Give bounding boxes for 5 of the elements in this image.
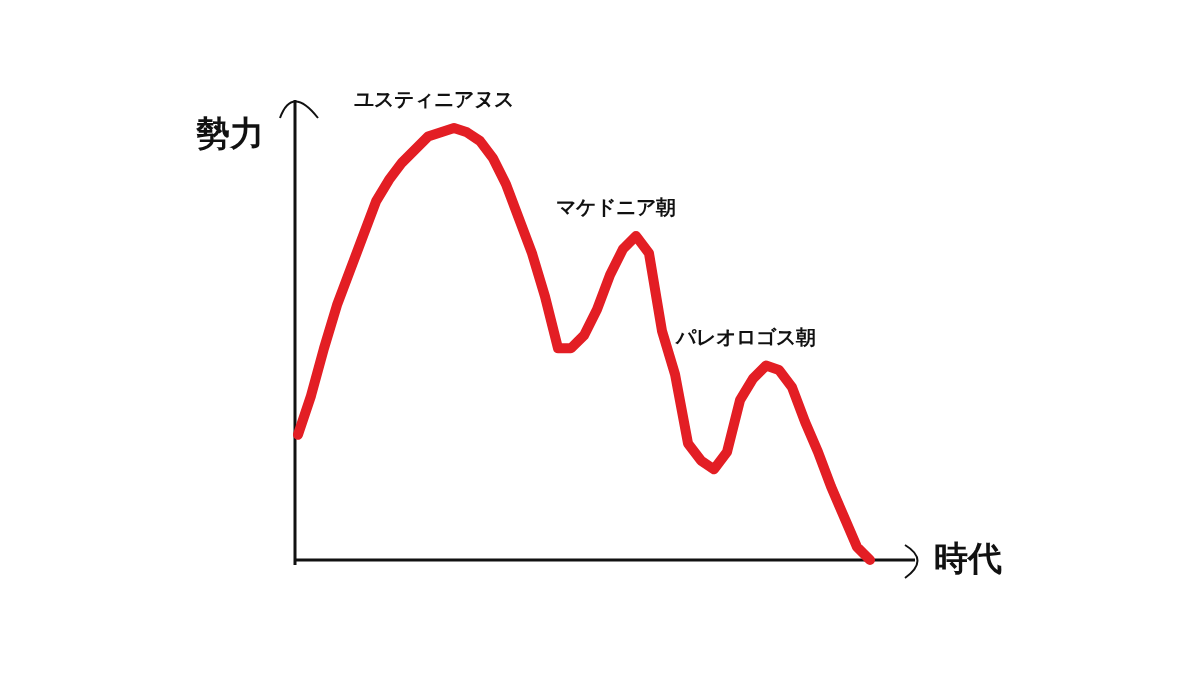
y-axis-title: 勢力 [195, 113, 264, 153]
annotation: パレオロゴス朝 [675, 324, 816, 349]
x-axis-title: 時代 [934, 538, 1002, 578]
annotation: マケドニア朝 [556, 195, 676, 219]
text: ユスティニアヌス [354, 87, 514, 111]
